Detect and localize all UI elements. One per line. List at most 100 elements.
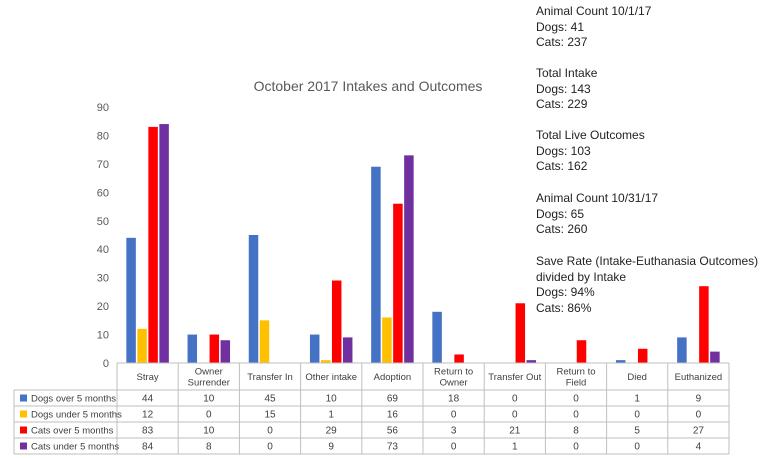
y-tick-label: 30 xyxy=(97,273,109,285)
category-label: Field xyxy=(566,378,587,389)
data-label: 1 xyxy=(512,442,518,453)
bar xyxy=(526,360,537,363)
y-tick-label: 20 xyxy=(97,301,109,313)
data-label: 0 xyxy=(267,426,273,437)
data-label: 0 xyxy=(634,442,640,453)
data-label: 0 xyxy=(206,410,212,421)
bar xyxy=(393,203,403,363)
data-label: 84 xyxy=(142,442,154,453)
info-line: Animal Count 10/1/17 xyxy=(536,4,652,18)
bar xyxy=(159,124,169,363)
y-tick-label: 40 xyxy=(97,244,109,256)
category-label: Transfer In xyxy=(247,372,293,383)
y-axis: 0 10 20 30 40 50 60 70 80 90 xyxy=(97,102,109,370)
info-animal-count-end: Animal Count 10/31/17 Dogs: 65 Cats: 260 xyxy=(536,191,658,238)
bar xyxy=(187,334,198,363)
data-label: 0 xyxy=(634,410,640,421)
data-label: 1 xyxy=(328,410,334,421)
series-name: Dogs over 5 months xyxy=(31,394,116,405)
info-line: Total Intake xyxy=(536,66,598,80)
info-line: Dogs: 65 xyxy=(536,206,585,221)
category-label: Stray xyxy=(137,372,159,383)
data-label: 18 xyxy=(448,394,460,405)
data-label: 27 xyxy=(693,426,705,437)
legend-swatch xyxy=(20,410,27,418)
data-label: 29 xyxy=(326,426,338,437)
y-tick-label: 10 xyxy=(97,330,109,342)
info-line: Total Live Outcomes xyxy=(536,128,645,142)
info-line: Dogs: 94% xyxy=(536,285,595,299)
data-label: 0 xyxy=(512,410,518,421)
y-tick-label: 0 xyxy=(103,358,109,370)
data-label: 56 xyxy=(387,426,399,437)
series-name: Cats over 5 months xyxy=(31,426,114,437)
bar xyxy=(615,360,626,363)
series-name: Dogs under 5 months xyxy=(31,410,122,421)
bar xyxy=(209,334,220,363)
data-label: 10 xyxy=(326,394,338,405)
data-label: 12 xyxy=(142,410,154,421)
bar xyxy=(454,354,464,363)
data-label: 8 xyxy=(573,426,579,437)
data-label: 5 xyxy=(634,426,640,437)
data-label: 44 xyxy=(142,394,154,405)
info-line: Dogs: 41 xyxy=(536,19,585,34)
legend-swatch xyxy=(20,442,27,450)
bar xyxy=(126,237,136,363)
info-line: Dogs: 103 xyxy=(536,143,591,158)
data-label: 83 xyxy=(142,426,154,437)
info-line: divided by Intake xyxy=(536,269,627,284)
bar xyxy=(309,334,320,363)
info-line: Cats: 260 xyxy=(536,222,588,236)
info-line: Cats: 229 xyxy=(536,97,588,111)
bar xyxy=(404,155,414,363)
bar xyxy=(331,280,342,363)
y-tick-label: 50 xyxy=(97,216,109,228)
chart-title: October 2017 Intakes and Outcomes xyxy=(254,78,483,94)
data-label: 0 xyxy=(451,410,457,421)
info-save-rate: Save Rate (Intake-Euthanasia Outcomes) d… xyxy=(536,254,758,316)
data-label: 0 xyxy=(573,442,579,453)
data-label: 0 xyxy=(451,442,457,453)
category-label: Euthanized xyxy=(675,372,723,383)
bar xyxy=(220,340,231,363)
category-label: Surrender xyxy=(188,378,230,389)
bar xyxy=(576,340,587,363)
data-label: 1 xyxy=(634,394,640,405)
info-line: Dogs: 143 xyxy=(536,81,591,96)
bar xyxy=(137,328,147,363)
bar xyxy=(248,235,259,363)
data-label: 0 xyxy=(573,410,579,421)
series-name: Cats under 5 months xyxy=(31,442,119,453)
data-label: 8 xyxy=(206,442,212,453)
data-label: 10 xyxy=(203,394,215,405)
category-label: Other intake xyxy=(305,372,357,383)
data-label: 4 xyxy=(696,442,702,453)
bars xyxy=(117,124,729,364)
y-tick-label: 60 xyxy=(97,187,109,199)
bar xyxy=(382,317,392,363)
bar xyxy=(259,320,270,363)
bar xyxy=(342,337,353,363)
bar xyxy=(699,286,709,363)
bar xyxy=(515,303,526,363)
info-total-intake: Total Intake Dogs: 143 Cats: 229 xyxy=(536,66,597,113)
data-label: 15 xyxy=(264,410,276,421)
data-label: 9 xyxy=(696,394,702,405)
info-line: Cats: 86% xyxy=(536,300,592,315)
info-line: Cats: 162 xyxy=(536,159,588,173)
bar xyxy=(637,348,648,363)
data-label: 0 xyxy=(696,410,702,421)
data-label: 0 xyxy=(573,394,579,405)
category-label: Return to xyxy=(434,367,473,378)
data-label: 10 xyxy=(203,426,215,437)
category-label: Transfer Out xyxy=(488,372,541,383)
data-label: 69 xyxy=(387,394,399,405)
y-tick-label: 80 xyxy=(97,130,109,142)
category-label: Died xyxy=(627,372,647,383)
category-label: Return to xyxy=(556,367,595,378)
bar xyxy=(148,126,158,364)
info-line: Cats: 237 xyxy=(536,35,588,49)
